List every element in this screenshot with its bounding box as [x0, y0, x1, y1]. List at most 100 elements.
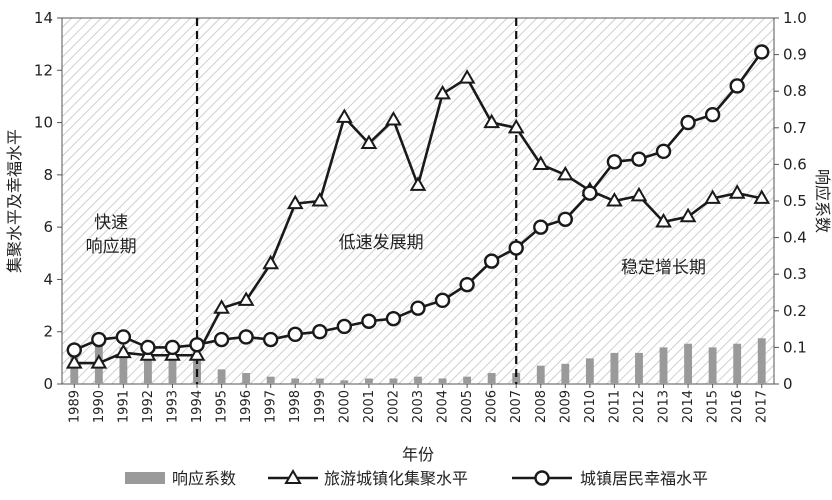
x-tick-label: 1998 [288, 390, 303, 423]
left-tick-label: 4 [43, 270, 53, 288]
legend-swatch-happiness-marker [534, 470, 550, 486]
x-tick-label: 1997 [264, 390, 279, 423]
x-tick-label: 1989 [67, 390, 82, 423]
legend-swatch-bar [125, 472, 165, 484]
left-tick-label: 14 [34, 9, 53, 27]
x-tick-label: 2017 [755, 390, 770, 423]
marker-happiness-2009 [557, 211, 574, 228]
x-tick-label: 2012 [632, 390, 647, 423]
phase-label-line: 稳定增长期 [621, 258, 706, 278]
left-tick-label: 8 [43, 166, 53, 184]
legend-swatch-tourism-marker [284, 469, 302, 484]
marker-happiness-2007 [508, 240, 524, 256]
x-tick-label: 1990 [92, 390, 107, 423]
marker-tourism-2016 [728, 184, 746, 199]
x-tick-label: 2016 [730, 390, 745, 423]
x-tick-label: 2002 [386, 390, 401, 423]
bar-response-2003 [414, 376, 422, 384]
bar-response-2000 [340, 380, 349, 384]
marker-happiness-1993 [164, 339, 181, 356]
marker-tourism-1990 [90, 354, 108, 369]
marker-happiness-1995 [213, 331, 230, 348]
phase-label-1: 快速响应期 [86, 213, 137, 257]
bar-response-2001 [364, 378, 373, 384]
left-tick-label: 2 [43, 323, 53, 341]
dividers-layer [195, 18, 518, 384]
left-axis-title: 集聚水平及幸福水平 [5, 129, 24, 273]
bar-response-2016 [733, 343, 742, 384]
x-tick-label: 1999 [313, 390, 328, 423]
legend-label-tourism: 旅游城镇化集聚水平 [324, 469, 468, 488]
bar-response-1995 [217, 369, 226, 384]
marker-happiness-1996 [238, 329, 254, 345]
marker-happiness-2010 [582, 185, 598, 201]
phase-label-2: 低速发展期 [339, 233, 424, 253]
marker-tourism-2003 [409, 176, 427, 191]
marker-tourism-2002 [385, 110, 402, 126]
marker-tourism-1996 [237, 291, 255, 306]
x-tick-label: 1994 [190, 390, 205, 423]
bar-response-2006 [487, 373, 496, 384]
marker-happiness-1991 [115, 329, 132, 345]
phase-label-line: 快速 [94, 213, 128, 233]
marker-happiness-1997 [262, 331, 279, 348]
marker-tourism-2008 [532, 155, 550, 170]
left-axis-ticks: 0 2 4 6 8 10 12 14 [34, 9, 62, 393]
marker-happiness-1994 [189, 337, 205, 353]
bar-response-2015 [708, 347, 717, 384]
right-tick-label: 0.3 [783, 265, 807, 283]
marker-happiness-1989 [66, 342, 82, 358]
marker-tourism-2017 [753, 189, 771, 204]
right-tick-label: 0.4 [783, 229, 807, 247]
right-axis-title: 响应系数 [813, 169, 832, 233]
bar-response-2011 [610, 352, 619, 384]
bar-response-2017 [757, 338, 766, 384]
left-tick-label: 10 [34, 114, 53, 132]
right-tick-label: 1.0 [783, 9, 807, 27]
x-tick-label: 2001 [362, 390, 377, 423]
bar-response-2012 [635, 352, 643, 384]
x-tick-label: 1996 [239, 390, 254, 423]
markers-layer [65, 44, 771, 369]
marker-happiness-2017 [754, 44, 770, 60]
marker-tourism-2015 [704, 189, 722, 204]
marker-tourism-2011 [606, 191, 623, 207]
plot-area-background [61, 17, 775, 385]
x-tick-label: 2011 [607, 390, 622, 423]
marker-happiness-2016 [729, 78, 745, 94]
x-tick-label: 2005 [460, 390, 475, 423]
legend-label-happiness: 城镇居民幸福水平 [580, 469, 708, 488]
right-tick-label: 0.2 [783, 302, 807, 320]
x-axis-title: 年份 [402, 445, 434, 464]
marker-happiness-2000 [336, 318, 353, 335]
left-tick-label: 6 [43, 218, 53, 236]
bar-response-1993 [168, 351, 177, 384]
right-tick-label: 0.6 [783, 155, 807, 173]
left-tick-label: 12 [34, 61, 53, 79]
bar-response-2008 [536, 365, 545, 384]
bar-response-2014 [684, 343, 692, 384]
marker-tourism-1995 [213, 299, 230, 314]
right-tick-label: 0.1 [783, 338, 807, 356]
marker-tourism-2013 [655, 212, 672, 228]
right-tick-label: 0 [783, 375, 793, 393]
marker-happiness-2008 [533, 219, 549, 235]
marker-tourism-2006 [483, 113, 501, 129]
legend-label-response: 响应系数 [172, 469, 236, 488]
marker-happiness-2012 [631, 151, 647, 167]
bar-response-1997 [266, 376, 275, 384]
marker-tourism-2005 [458, 69, 476, 84]
x-tick-label: 1993 [165, 390, 180, 423]
right-tick-label: 0.5 [783, 192, 807, 210]
bar-response-1991 [119, 347, 128, 384]
phase-label-line: 低速发展期 [339, 233, 424, 253]
marker-tourism-2012 [630, 186, 648, 202]
bar-response-1992 [144, 351, 152, 384]
bar-response-1998 [291, 378, 300, 384]
marker-tourism-1998 [286, 194, 304, 210]
legend: 响应系数 旅游城镇化集聚水平 城镇居民幸福水平 [125, 469, 708, 488]
x-tick-label: 2015 [706, 390, 721, 423]
bar-response-2013 [659, 347, 668, 384]
